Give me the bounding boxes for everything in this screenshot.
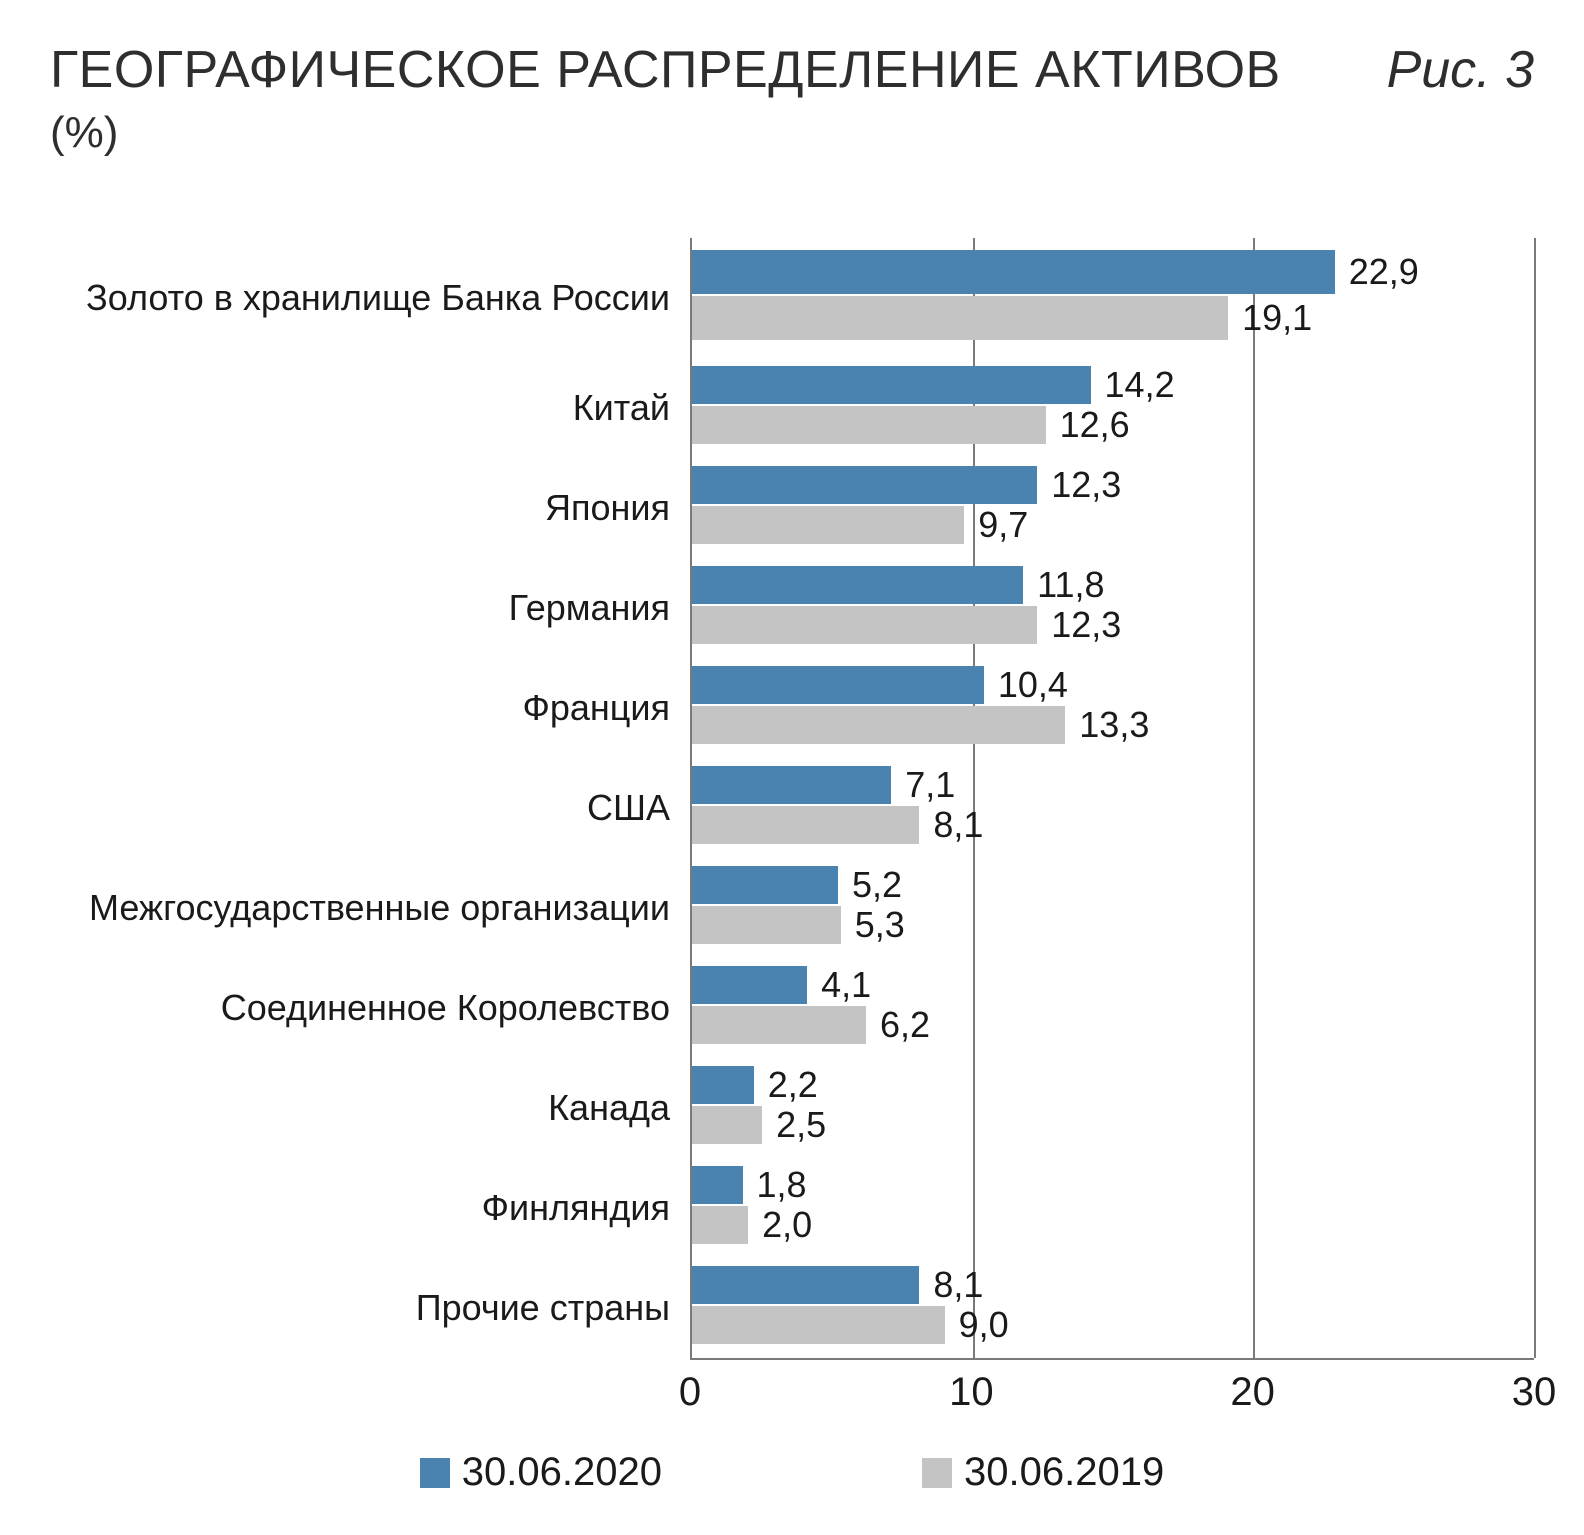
bar-value: 2,5 bbox=[762, 1104, 826, 1146]
chart-header: ГЕОГРАФИЧЕСКОЕ РАСПРЕДЕЛЕНИЕ АКТИВОВ Рис… bbox=[50, 40, 1534, 100]
bar-value: 10,4 bbox=[984, 664, 1068, 706]
category-label: Прочие страны bbox=[50, 1258, 690, 1358]
legend-label: 30.06.2019 bbox=[964, 1450, 1164, 1495]
bar-group: 12,39,7 bbox=[692, 458, 1534, 558]
bar-s2020: 10,4 bbox=[692, 666, 984, 704]
bar-s2019: 12,6 bbox=[692, 406, 1046, 444]
category-label: Межгосударственные организации bbox=[50, 858, 690, 958]
bar-value: 8,1 bbox=[919, 1264, 983, 1306]
bar-value: 5,3 bbox=[841, 904, 905, 946]
bar-s2019: 2,5 bbox=[692, 1106, 762, 1144]
category-label: Золото в хранилище Банка России bbox=[50, 238, 690, 358]
x-tick: 30 bbox=[1512, 1370, 1557, 1415]
bar-s2020: 22,9 bbox=[692, 250, 1335, 294]
figure-label: Рис. 3 bbox=[1387, 40, 1534, 100]
bar-value: 8,1 bbox=[919, 804, 983, 846]
bar-value: 22,9 bbox=[1335, 251, 1419, 293]
bar-s2020: 12,3 bbox=[692, 466, 1037, 504]
legend-label: 30.06.2020 bbox=[462, 1450, 662, 1495]
bar-s2019: 9,0 bbox=[692, 1306, 945, 1344]
bar-value: 12,3 bbox=[1037, 604, 1121, 646]
bar-group: 5,25,3 bbox=[692, 858, 1534, 958]
bar-value: 7,1 bbox=[891, 764, 955, 806]
legend-item: 30.06.2019 bbox=[922, 1450, 1164, 1495]
chart: Золото в хранилище Банка РоссииКитайЯпон… bbox=[50, 238, 1534, 1495]
chart-title: ГЕОГРАФИЧЕСКОЕ РАСПРЕДЕЛЕНИЕ АКТИВОВ bbox=[50, 40, 1281, 100]
bar-s2020: 2,2 bbox=[692, 1066, 754, 1104]
bar-s2020: 4,1 bbox=[692, 966, 807, 1004]
bar-s2019: 5,3 bbox=[692, 906, 841, 944]
bar-group: 1,82,0 bbox=[692, 1158, 1534, 1258]
x-tick: 10 bbox=[949, 1370, 994, 1415]
category-label: Финляндия bbox=[50, 1158, 690, 1258]
category-label: Китай bbox=[50, 358, 690, 458]
category-label: США bbox=[50, 758, 690, 858]
category-label: Япония bbox=[50, 458, 690, 558]
bar-value: 19,1 bbox=[1228, 297, 1312, 339]
bar-s2019: 19,1 bbox=[692, 296, 1228, 340]
bar-s2019: 2,0 bbox=[692, 1206, 748, 1244]
bar-value: 14,2 bbox=[1091, 364, 1175, 406]
bar-group: 14,212,6 bbox=[692, 358, 1534, 458]
bar-group: 7,18,1 bbox=[692, 758, 1534, 858]
legend-swatch bbox=[420, 1458, 450, 1488]
bar-value: 11,8 bbox=[1023, 564, 1104, 606]
plot-area: Золото в хранилище Банка РоссииКитайЯпон… bbox=[50, 238, 1534, 1360]
bar-value: 9,0 bbox=[945, 1304, 1009, 1346]
bar-s2020: 8,1 bbox=[692, 1266, 919, 1304]
bar-s2019: 9,7 bbox=[692, 506, 964, 544]
bar-group: 8,19,0 bbox=[692, 1258, 1534, 1358]
bar-value: 13,3 bbox=[1065, 704, 1149, 746]
bar-value: 9,7 bbox=[964, 504, 1028, 546]
category-label: Канада bbox=[50, 1058, 690, 1158]
category-label: Соединенное Королевство bbox=[50, 958, 690, 1058]
bar-group: 10,413,3 bbox=[692, 658, 1534, 758]
bar-group: 4,16,2 bbox=[692, 958, 1534, 1058]
bar-s2020: 1,8 bbox=[692, 1166, 743, 1204]
bars-area: 22,919,114,212,612,39,711,812,310,413,37… bbox=[690, 238, 1534, 1360]
chart-unit: (%) bbox=[50, 108, 1534, 158]
bar-group: 22,919,1 bbox=[692, 238, 1534, 358]
x-tick: 20 bbox=[1230, 1370, 1275, 1415]
bar-value: 4,1 bbox=[807, 964, 871, 1006]
bar-value: 2,0 bbox=[748, 1204, 812, 1246]
bar-s2019: 6,2 bbox=[692, 1006, 866, 1044]
bar-value: 12,6 bbox=[1046, 404, 1130, 446]
x-tick: 0 bbox=[679, 1370, 701, 1415]
gridline bbox=[1534, 238, 1536, 1358]
bar-s2020: 7,1 bbox=[692, 766, 891, 804]
bar-value: 1,8 bbox=[743, 1164, 807, 1206]
category-label: Германия bbox=[50, 558, 690, 658]
bar-value: 5,2 bbox=[838, 864, 902, 906]
legend: 30.06.2020 30.06.2019 bbox=[50, 1450, 1534, 1495]
category-label: Франция bbox=[50, 658, 690, 758]
bar-value: 12,3 bbox=[1037, 464, 1121, 506]
bar-value: 2,2 bbox=[754, 1064, 818, 1106]
bar-s2020: 14,2 bbox=[692, 366, 1091, 404]
y-axis-labels: Золото в хранилище Банка РоссииКитайЯпон… bbox=[50, 238, 690, 1360]
bar-s2020: 5,2 bbox=[692, 866, 838, 904]
bar-group: 2,22,5 bbox=[692, 1058, 1534, 1158]
bar-value: 6,2 bbox=[866, 1004, 930, 1046]
bar-s2020: 11,8 bbox=[692, 566, 1023, 604]
legend-swatch bbox=[922, 1458, 952, 1488]
bar-group: 11,812,3 bbox=[692, 558, 1534, 658]
legend-item: 30.06.2020 bbox=[420, 1450, 662, 1495]
bar-s2019: 12,3 bbox=[692, 606, 1037, 644]
bar-s2019: 8,1 bbox=[692, 806, 919, 844]
bar-s2019: 13,3 bbox=[692, 706, 1065, 744]
x-axis: 0102030 bbox=[690, 1360, 1534, 1430]
